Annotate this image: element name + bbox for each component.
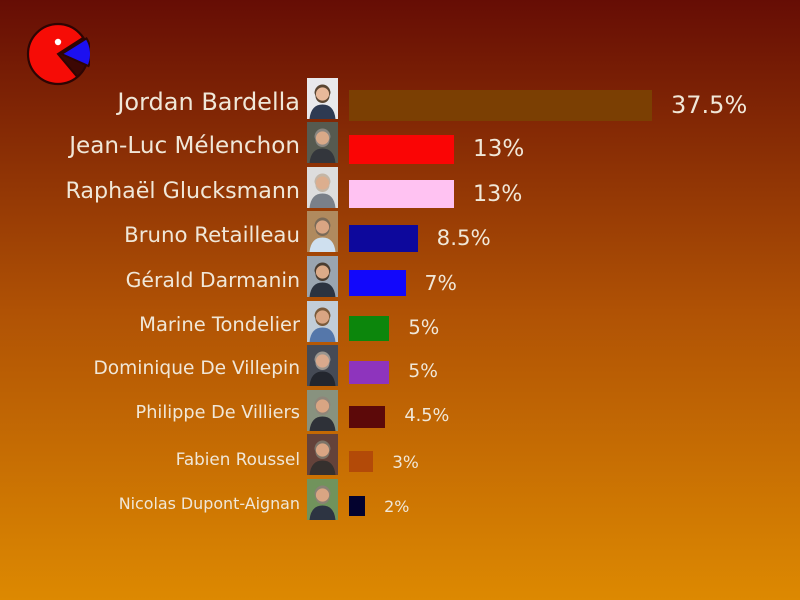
candidate-photo <box>307 345 338 387</box>
chart-row: Jordan Bardella 37.5% <box>0 77 800 127</box>
bar <box>349 315 390 341</box>
bar <box>349 496 366 517</box>
candidate-name: Jean-Luc Mélenchon <box>69 132 300 159</box>
candidate-photo <box>307 77 338 119</box>
chart-row: Raphaël Glucksmann 13% <box>0 166 800 216</box>
value-label: 37.5% <box>671 90 748 119</box>
candidate-name: Jordan Bardella <box>117 87 300 116</box>
chart-row: Fabien Roussel 3% <box>0 434 800 484</box>
candidate-photo <box>307 211 338 253</box>
pie-chart-logo-icon <box>26 22 90 86</box>
bar <box>349 360 390 385</box>
chart-row: Philippe De Villiers 4.5% <box>0 389 800 439</box>
value-label: 5% <box>408 316 440 340</box>
candidate-photo <box>307 300 338 342</box>
bar <box>349 89 652 121</box>
chart-row: Dominique De Villepin 5% <box>0 345 800 395</box>
bar <box>349 225 418 253</box>
candidate-name: Marine Tondelier <box>139 313 300 337</box>
value-label: 8.5% <box>436 226 491 252</box>
candidate-photo <box>307 166 338 208</box>
value-label: 3% <box>392 451 419 472</box>
bar <box>349 270 406 297</box>
candidate-name: Gérald Darmanin <box>125 268 300 293</box>
candidate-name: Nicolas Dupont-Aignan <box>118 493 300 513</box>
candidate-name: Raphaël Glucksmann <box>65 177 301 204</box>
chart-row: Nicolas Dupont-Aignan 2% <box>0 478 800 528</box>
bar <box>349 405 386 429</box>
candidate-name: Fabien Roussel <box>175 448 300 469</box>
value-label: 4.5% <box>404 406 450 427</box>
value-label: 2% <box>384 496 410 516</box>
value-label: 7% <box>424 271 457 296</box>
value-label: 13% <box>473 180 523 207</box>
candidate-photo <box>307 255 338 297</box>
candidate-photo <box>307 478 338 520</box>
candidate-name: Philippe De Villiers <box>135 403 300 424</box>
chart-row: Gérald Darmanin 7% <box>0 255 800 305</box>
bar <box>349 134 455 165</box>
value-label: 13% <box>473 135 525 162</box>
chart-row: Marine Tondelier 5% <box>0 300 800 350</box>
candidate-photo <box>307 122 338 164</box>
bar <box>349 179 455 209</box>
candidate-photo <box>307 389 338 431</box>
chart-row: Jean-Luc Mélenchon 13% <box>0 122 800 172</box>
candidate-name: Bruno Retailleau <box>124 223 300 249</box>
candidate-photo <box>307 434 338 476</box>
bar <box>349 451 374 473</box>
chart-row: Bruno Retailleau 8.5% <box>0 211 800 261</box>
value-label: 5% <box>408 361 438 383</box>
candidate-name: Dominique De Villepin <box>93 358 300 380</box>
